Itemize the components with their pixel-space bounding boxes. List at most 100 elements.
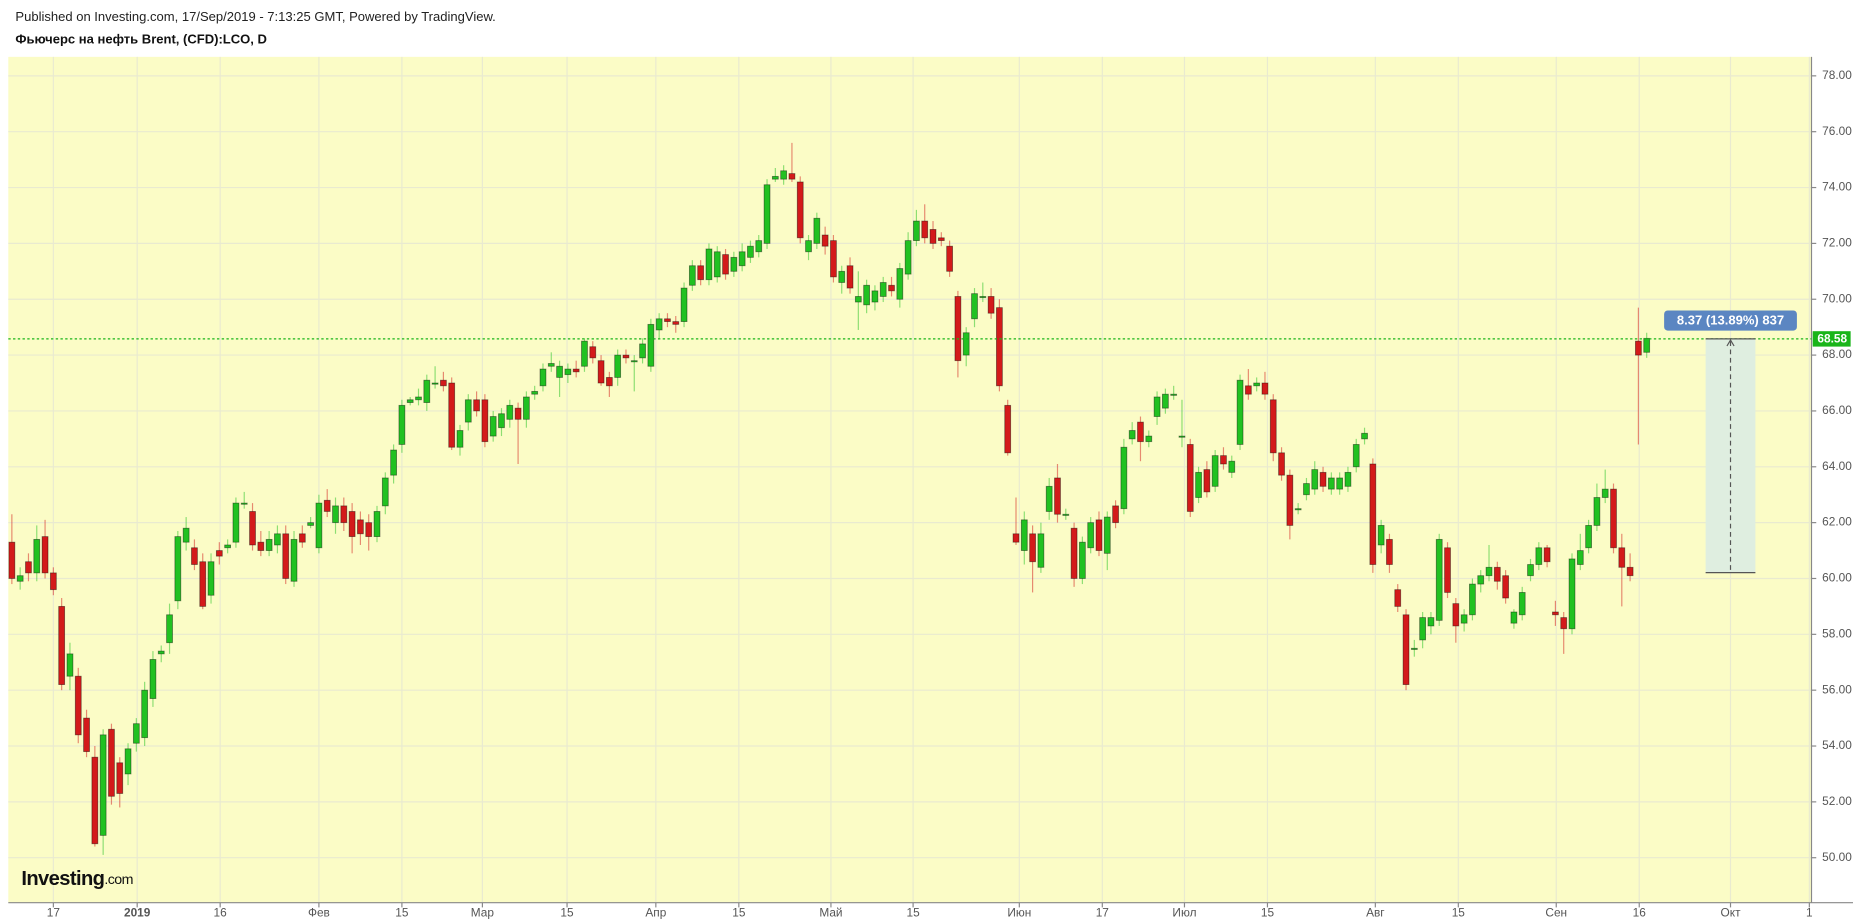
- candle-body: [647, 323, 655, 367]
- candle-body: [224, 544, 232, 549]
- candle-body: [323, 499, 331, 512]
- candle-body: [1112, 505, 1119, 524]
- candle-body: [1560, 617, 1568, 630]
- candle-body: [1012, 533, 1020, 543]
- candle-body: [1170, 393, 1178, 396]
- candle-body: [16, 575, 24, 582]
- candle-body: [813, 217, 821, 244]
- candle-body: [1601, 488, 1609, 498]
- candle-body: [904, 240, 912, 275]
- candle-body: [1460, 614, 1468, 624]
- candle-body: [1344, 471, 1352, 487]
- candle-body: [1510, 611, 1518, 624]
- candle-body: [1020, 519, 1028, 551]
- candle-body: [896, 268, 904, 300]
- candle-body: [854, 296, 862, 303]
- candle-body: [207, 561, 215, 596]
- x-tick-label: 16: [214, 905, 228, 919]
- candle-body: [622, 354, 630, 359]
- candle-body: [1137, 421, 1144, 443]
- candle-body: [1610, 488, 1617, 549]
- candle-body: [913, 220, 920, 242]
- candle-body: [888, 284, 895, 292]
- candle-body: [1527, 564, 1534, 577]
- candle-body: [1377, 525, 1385, 546]
- candle-body: [66, 653, 74, 677]
- y-tick-label: 78.00: [1822, 68, 1852, 82]
- candle-body: [1576, 550, 1584, 565]
- x-tick-label: Фев: [308, 905, 330, 919]
- candle-body: [547, 363, 555, 367]
- candle-body: [1095, 519, 1103, 551]
- candle-body: [614, 354, 622, 378]
- candle-body: [1419, 617, 1427, 641]
- measure-label-box: [1664, 310, 1797, 331]
- candle-body: [1311, 469, 1319, 490]
- x-tick-label: 17: [47, 905, 60, 919]
- candle-body: [481, 399, 489, 443]
- candle-body: [929, 229, 937, 244]
- candle-body: [307, 522, 314, 526]
- candle-body: [1203, 469, 1211, 493]
- candle-body: [539, 368, 547, 387]
- candle-body: [1286, 474, 1294, 526]
- candle-body: [1452, 603, 1460, 627]
- candle-body: [722, 254, 729, 275]
- y-tick-label: 52.00: [1822, 794, 1852, 808]
- candle-body: [589, 346, 597, 359]
- candle-body: [1410, 647, 1418, 650]
- candle-body: [166, 614, 173, 644]
- candle-body: [1394, 589, 1402, 607]
- candle-body: [1261, 382, 1269, 395]
- candle-body: [1493, 566, 1501, 582]
- x-tick-label: 15: [560, 905, 574, 919]
- candle-body: [1178, 435, 1186, 438]
- last-price-label: 68.58: [1817, 332, 1847, 346]
- candle-body: [946, 245, 953, 272]
- candle-body: [597, 360, 605, 384]
- measure-arrow-head: [1726, 338, 1735, 347]
- candle-body: [406, 399, 414, 403]
- candle-body: [1070, 527, 1078, 579]
- candle-body: [1402, 614, 1410, 686]
- candle-body: [1543, 547, 1551, 563]
- x-tick-label: Окт: [1721, 905, 1742, 919]
- candle-body: [697, 265, 705, 281]
- candle-body: [1319, 471, 1327, 487]
- candle-body: [1029, 533, 1036, 563]
- y-tick-label: 60.00: [1822, 571, 1852, 585]
- x-tick-label: 2019: [124, 905, 151, 919]
- candle-body: [705, 248, 713, 281]
- candle-body: [979, 296, 987, 299]
- candle-body: [863, 284, 871, 306]
- candle-body: [954, 296, 962, 362]
- candle-body: [780, 170, 788, 180]
- candle-body: [1236, 379, 1244, 445]
- candle-body: [639, 343, 646, 359]
- candle-body: [274, 533, 281, 546]
- x-tick-label: 16: [1633, 905, 1647, 919]
- candle-body: [879, 282, 887, 297]
- candle-body: [1386, 538, 1393, 565]
- candle-body: [282, 533, 290, 579]
- candle-body: [1253, 382, 1261, 387]
- candle-body: [1618, 547, 1626, 568]
- candle-body: [523, 396, 530, 420]
- candle-body: [987, 296, 995, 314]
- candle-body: [415, 396, 422, 401]
- candle-body: [1211, 455, 1219, 487]
- candle-body: [423, 379, 431, 403]
- y-tick-label: 72.00: [1822, 236, 1852, 250]
- candle-body: [1294, 508, 1302, 511]
- candle-body: [132, 723, 140, 744]
- candle-body: [365, 522, 373, 538]
- candle-body: [83, 717, 90, 753]
- candle-body: [1444, 547, 1451, 593]
- candle-body: [473, 399, 480, 412]
- candle-body: [771, 175, 779, 180]
- candle-body: [489, 416, 497, 437]
- y-tick-label: 54.00: [1822, 738, 1852, 752]
- x-tick-label: Май: [819, 905, 842, 919]
- x-tick-label: 15: [1261, 905, 1275, 919]
- candle-body: [1327, 477, 1335, 490]
